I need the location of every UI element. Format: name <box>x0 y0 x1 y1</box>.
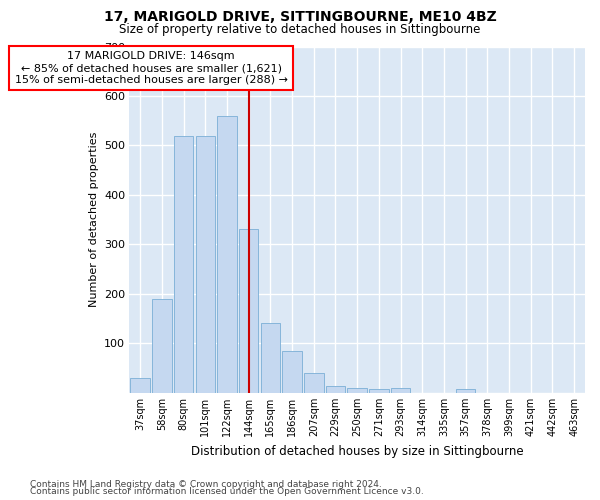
Text: 17 MARIGOLD DRIVE: 146sqm
← 85% of detached houses are smaller (1,621)
15% of se: 17 MARIGOLD DRIVE: 146sqm ← 85% of detac… <box>14 52 287 84</box>
Text: 17, MARIGOLD DRIVE, SITTINGBOURNE, ME10 4BZ: 17, MARIGOLD DRIVE, SITTINGBOURNE, ME10 … <box>104 10 496 24</box>
Bar <box>260 324 280 392</box>
Y-axis label: Number of detached properties: Number of detached properties <box>89 132 98 307</box>
Bar <box>239 230 259 392</box>
Bar <box>391 388 410 392</box>
Bar <box>217 116 237 392</box>
Bar <box>174 136 193 392</box>
Bar <box>196 136 215 392</box>
X-axis label: Distribution of detached houses by size in Sittingbourne: Distribution of detached houses by size … <box>191 444 523 458</box>
Bar <box>369 388 389 392</box>
Bar <box>130 378 150 392</box>
Bar <box>304 373 323 392</box>
Bar <box>456 389 475 392</box>
Bar <box>152 298 172 392</box>
Text: Size of property relative to detached houses in Sittingbourne: Size of property relative to detached ho… <box>119 22 481 36</box>
Text: Contains HM Land Registry data © Crown copyright and database right 2024.: Contains HM Land Registry data © Crown c… <box>30 480 382 489</box>
Text: Contains public sector information licensed under the Open Government Licence v3: Contains public sector information licen… <box>30 488 424 496</box>
Bar <box>347 388 367 392</box>
Bar <box>283 350 302 393</box>
Bar <box>326 386 345 392</box>
